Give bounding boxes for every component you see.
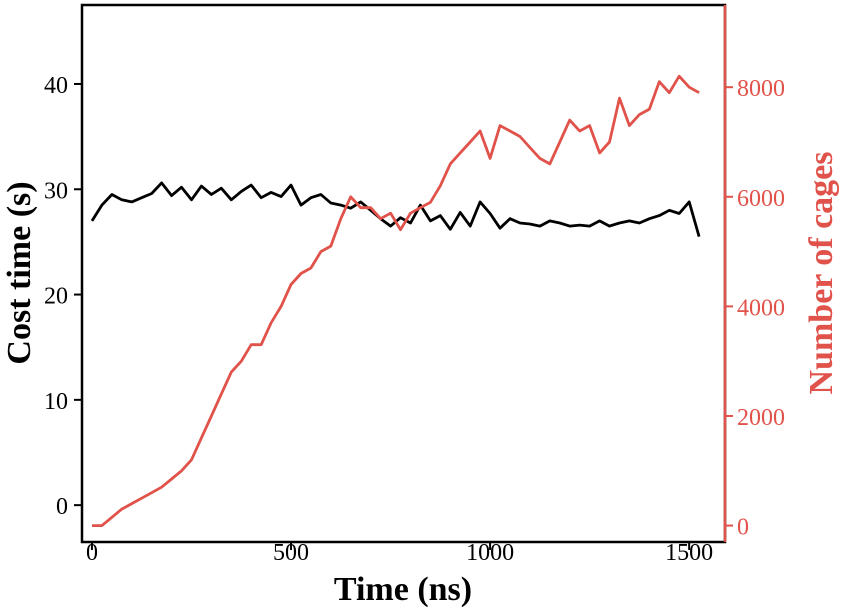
y-tick-label: 40 bbox=[44, 73, 68, 99]
y2-tick-label: 2000 bbox=[737, 405, 785, 431]
cost-time-line bbox=[90, 181, 701, 237]
x-tick-label: 0 bbox=[86, 540, 98, 566]
y2-tick-label: 0 bbox=[737, 515, 749, 541]
y2-tick-label: 6000 bbox=[737, 186, 785, 212]
y-tick-label: 10 bbox=[44, 389, 68, 415]
y-tick-label: 20 bbox=[44, 284, 68, 310]
tick-layer: 0 500 1000 1500 0 10 20 30 40 0 2000 4000 6000 8000 bbox=[44, 73, 785, 566]
y-tick-label: 30 bbox=[44, 178, 68, 204]
x-axis-title: Time (ns) bbox=[334, 571, 472, 608]
number-of-cages-line bbox=[92, 74, 700, 527]
y2-tick-label: 8000 bbox=[737, 76, 785, 102]
y-axis-title: Cost time (s) bbox=[1, 181, 38, 364]
x-tick-label: 1500 bbox=[665, 540, 713, 566]
x-tick-label: 500 bbox=[273, 540, 309, 566]
series-layer bbox=[90, 74, 701, 527]
y2-tick-label: 4000 bbox=[737, 295, 785, 321]
plot-frame bbox=[80, 3, 727, 544]
x-tick-label: 1000 bbox=[466, 540, 514, 566]
y2-axis-title: Number of cages bbox=[803, 152, 840, 395]
y-tick-label: 0 bbox=[56, 494, 68, 520]
